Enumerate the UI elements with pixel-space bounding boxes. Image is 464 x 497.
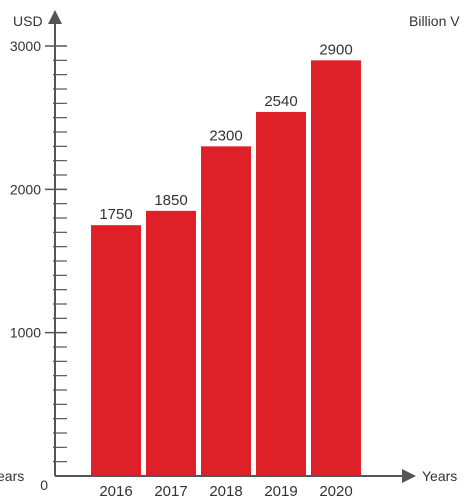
y-tick-label: 1000	[10, 325, 41, 341]
x-tick-label: 2017	[154, 483, 187, 497]
x-tick-label: 2020	[319, 483, 352, 497]
y-tick-label: 0	[40, 477, 48, 493]
unit-label: Billion V	[409, 13, 460, 29]
bar	[146, 210, 196, 477]
bar-value-label: 2900	[319, 41, 352, 58]
x-tick-label: 2016	[99, 483, 132, 497]
left-edge-label: ears	[0, 468, 24, 484]
bars	[91, 60, 361, 477]
y-tick-labels: 0 1000 2000 3000	[10, 38, 48, 493]
x-tick-label: 2018	[209, 483, 242, 497]
y-axis-arrow	[48, 10, 62, 24]
bar	[91, 225, 141, 476]
x-tick-labels: 2016 2017 2018 2019 2020	[99, 483, 352, 497]
data-labels: 1750 1850 2300 2540 2900	[99, 41, 352, 223]
bar-value-label: 2540	[264, 93, 297, 110]
bar	[256, 111, 306, 476]
x-axis-title: Years	[422, 468, 457, 484]
y-axis-title: USD	[13, 13, 43, 29]
bar	[311, 60, 361, 476]
x-tick-label: 2019	[264, 483, 297, 497]
bar-value-label: 2300	[209, 127, 242, 144]
bar-value-label: 1850	[154, 192, 187, 209]
bar	[201, 146, 251, 477]
bar-value-label: 1750	[99, 206, 132, 223]
y-tick-label: 3000	[10, 38, 41, 54]
x-axis-arrow	[402, 469, 416, 483]
y-tick-label: 2000	[10, 181, 41, 197]
